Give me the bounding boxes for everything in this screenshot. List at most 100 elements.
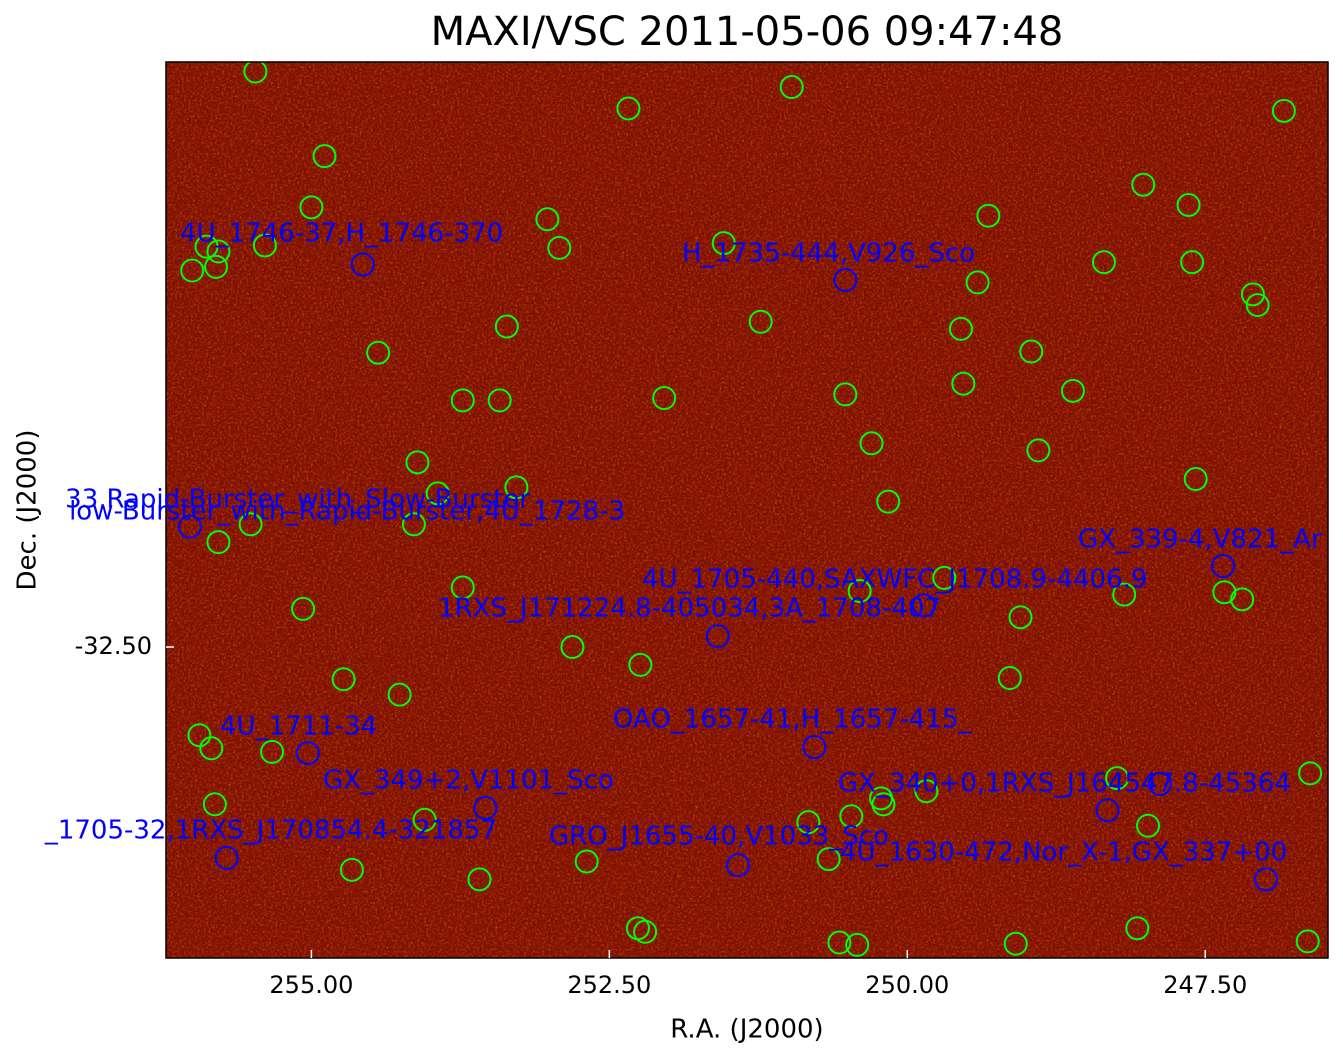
source-circle xyxy=(260,739,285,764)
source-circle xyxy=(951,371,976,396)
y-axis-label: Dec. (J2000) xyxy=(13,430,43,591)
source-circle xyxy=(467,867,492,892)
source-circle xyxy=(366,340,391,365)
source-circle xyxy=(291,596,316,621)
source-circle xyxy=(1240,282,1265,307)
source-label: GX_339-4,V821_Ar xyxy=(1078,525,1322,555)
catalog-circle xyxy=(1095,798,1120,823)
source-circle xyxy=(1112,582,1137,607)
source-label: OAO_1657-41,H_1657-415_ xyxy=(613,705,972,735)
source-label: 1RXS_J171224.8-405034,3A_1708-407 xyxy=(438,594,941,624)
source-circle xyxy=(494,314,519,339)
catalog-circle xyxy=(911,593,936,618)
source-circle xyxy=(1271,98,1296,123)
catalog-circle xyxy=(177,514,202,539)
source-circle xyxy=(839,804,864,829)
source-circle xyxy=(816,847,841,872)
source-circle xyxy=(1245,293,1270,318)
source-circle xyxy=(1091,250,1116,275)
x-axis-label: R.A. (J2000) xyxy=(670,1015,823,1045)
x-tick-label: 252.50 xyxy=(567,971,651,999)
source-label: _1705-32,1RXS_J170854.4-321857 xyxy=(44,816,497,846)
source-circle xyxy=(339,857,364,882)
source-circle xyxy=(1019,339,1044,364)
source-circle xyxy=(748,309,773,334)
source-circle xyxy=(833,382,858,407)
source-circle xyxy=(976,203,1001,228)
source-circle xyxy=(827,930,852,955)
source-circle xyxy=(504,475,529,500)
source-circle xyxy=(1298,761,1323,786)
source-circle xyxy=(1060,378,1085,403)
catalog-circle xyxy=(1147,772,1172,797)
source-circle xyxy=(847,579,872,604)
source-circle xyxy=(1212,580,1237,605)
image-noise xyxy=(166,62,1328,958)
source-circle xyxy=(997,666,1022,690)
source-circle xyxy=(206,239,231,264)
source-circle xyxy=(243,62,268,84)
catalog-circle xyxy=(726,853,751,878)
source-circle xyxy=(1125,916,1150,941)
source-circle xyxy=(387,682,412,707)
source-circle xyxy=(574,849,599,874)
plot-area xyxy=(177,62,1323,957)
source-circle xyxy=(560,635,585,660)
source-circle xyxy=(331,667,356,692)
source-circle xyxy=(859,431,884,456)
x-tick-label: 247.50 xyxy=(1163,971,1247,999)
source-circle xyxy=(1295,929,1320,954)
source-circle xyxy=(616,96,641,121)
catalog-circle xyxy=(473,795,498,820)
source-circle xyxy=(204,254,229,279)
source-circle xyxy=(202,792,227,817)
source-circle xyxy=(425,481,450,506)
source-label: 4U_1746-37,H_1746-370 xyxy=(180,219,503,249)
catalog-circle xyxy=(833,268,858,293)
source-label: 4U_1705-440,SAXWFC_J1708.9-4406.9 xyxy=(642,565,1147,595)
source-circle xyxy=(312,144,337,169)
chart-title: MAXI/VSC 2011-05-06 09:47:48 xyxy=(431,9,1064,55)
source-circle xyxy=(1105,766,1130,791)
source-circle xyxy=(845,932,870,957)
source-circle xyxy=(948,316,973,341)
source-circle xyxy=(180,258,205,283)
source-circle xyxy=(405,450,430,475)
source-circle xyxy=(932,565,957,590)
source-circle xyxy=(965,270,990,295)
source-circle xyxy=(1176,192,1201,217)
source-circle xyxy=(194,234,219,259)
catalog-circle xyxy=(802,735,827,760)
catalog-circle xyxy=(214,845,239,870)
source-circle xyxy=(238,512,263,537)
source-circle xyxy=(401,512,426,537)
source-circle xyxy=(412,807,437,832)
source-circle xyxy=(1183,467,1208,492)
catalog-circle xyxy=(350,252,375,277)
source-circle xyxy=(779,75,804,100)
source-circle xyxy=(796,810,821,835)
source-circle xyxy=(199,736,224,761)
source-circle xyxy=(1008,605,1033,630)
source-circle xyxy=(1230,587,1255,612)
source-circle xyxy=(1026,438,1051,463)
source-label: 4U_1630-472,Nor_X-1,GX_337+00 xyxy=(840,838,1287,868)
source-circle xyxy=(1003,931,1028,956)
catalog-circle xyxy=(705,624,730,649)
source-circle xyxy=(876,489,901,514)
plot-frame xyxy=(165,61,1329,959)
source-label: GX_349+2,V1101_Sco xyxy=(323,766,614,796)
source-label: GRO_J1655-40,V1033_Sco xyxy=(549,822,889,852)
source-circle xyxy=(711,231,736,256)
source-circle xyxy=(206,530,231,555)
source-label: 33,Rapid-Burster_with_Slow-Burster xyxy=(65,485,530,515)
source-circle xyxy=(252,233,277,258)
source-circle xyxy=(633,919,658,944)
source-circle xyxy=(1180,250,1205,275)
source-circle xyxy=(535,207,560,232)
source-circle xyxy=(652,386,677,410)
source-label: GX_340+0,1RXS_J164547.8-45364 xyxy=(838,769,1291,799)
source-circle xyxy=(1136,813,1161,838)
source-circle xyxy=(487,388,512,413)
